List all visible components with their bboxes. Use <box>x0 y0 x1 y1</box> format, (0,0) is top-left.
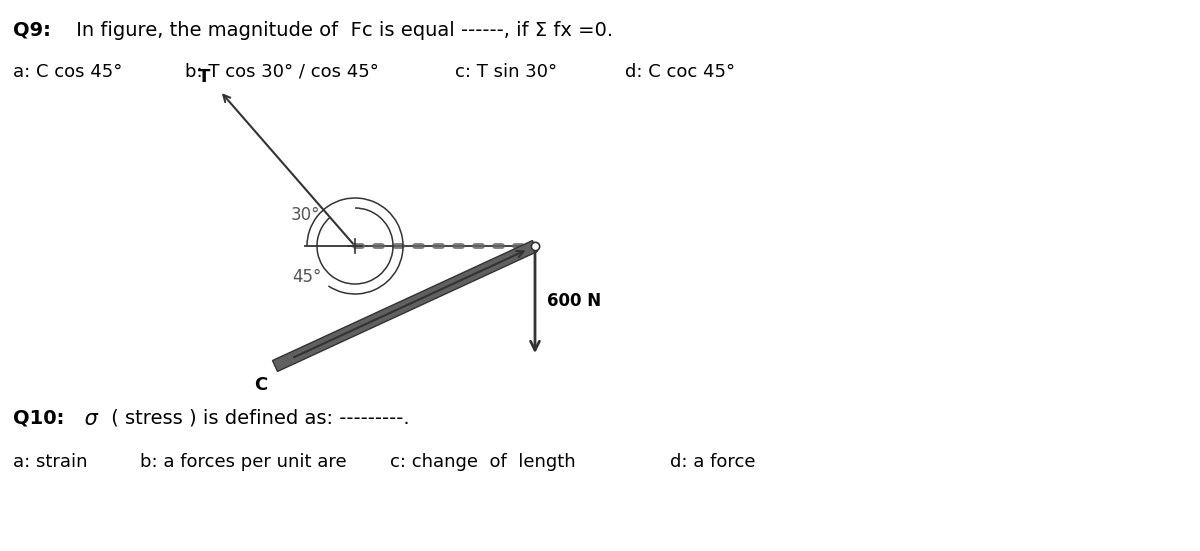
Text: C: C <box>253 376 266 394</box>
Text: a: strain: a: strain <box>13 453 88 471</box>
Text: Q10:: Q10: <box>13 409 65 428</box>
Text: c: T sin 30°: c: T sin 30° <box>455 63 557 81</box>
Text: σ: σ <box>78 409 98 429</box>
Text: 45°: 45° <box>293 268 322 286</box>
Text: b: a forces per unit are: b: a forces per unit are <box>140 453 347 471</box>
Text: In figure, the magnitude of  Fc is equal ------, if Σ fx =0.: In figure, the magnitude of Fc is equal … <box>70 21 613 40</box>
Text: 30°: 30° <box>290 206 319 224</box>
Text: 600 N: 600 N <box>547 292 601 310</box>
Text: b: T cos 30° / cos 45°: b: T cos 30° / cos 45° <box>185 63 379 81</box>
Text: c: change  of  length: c: change of length <box>390 453 576 471</box>
Text: a: C cos 45°: a: C cos 45° <box>13 63 122 81</box>
Text: T: T <box>198 68 210 86</box>
Text: d: C coc 45°: d: C coc 45° <box>625 63 736 81</box>
Text: d: a force: d: a force <box>670 453 756 471</box>
Text: Q9:: Q9: <box>13 21 50 40</box>
Text: ( stress ) is defined as: ---------.: ( stress ) is defined as: ---------. <box>106 409 409 428</box>
Polygon shape <box>272 241 538 371</box>
